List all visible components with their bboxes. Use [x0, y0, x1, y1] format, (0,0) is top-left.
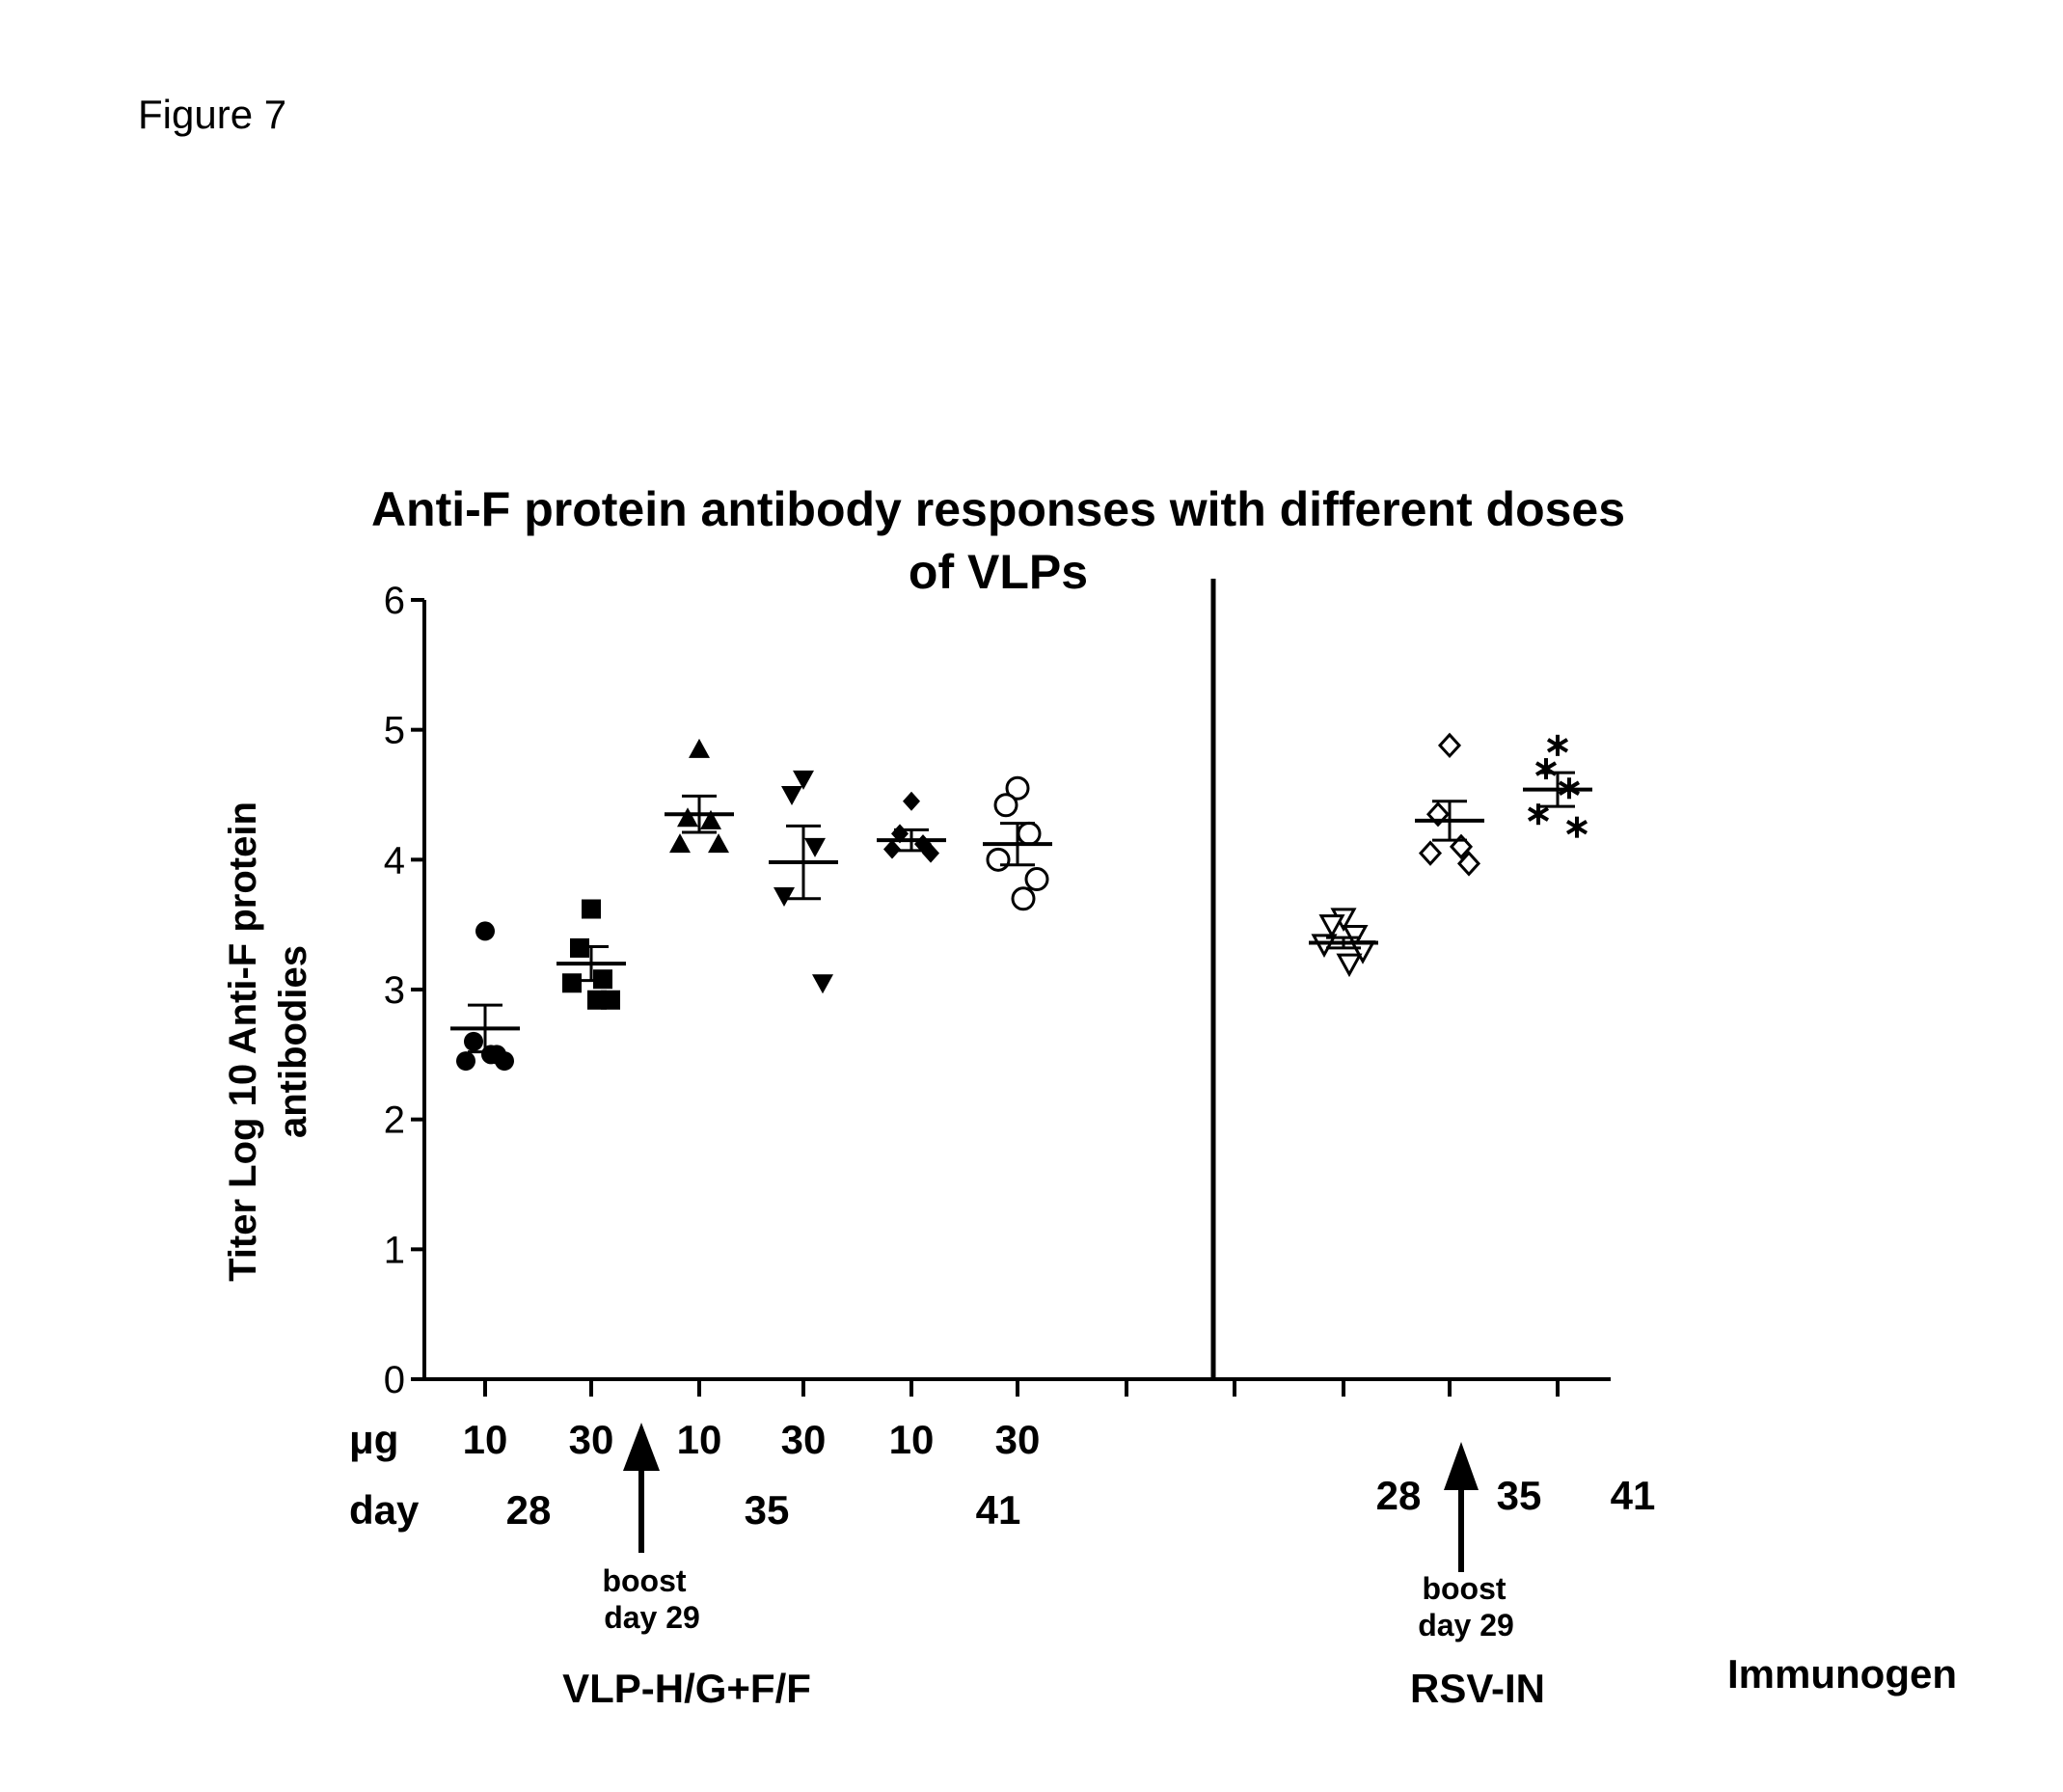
series-g0-s5 — [983, 777, 1052, 909]
series-g1-s0 — [1309, 910, 1378, 974]
series-g0-s4 — [877, 792, 946, 863]
y-tick-label-1: 1 — [384, 1229, 405, 1271]
point-g1-s0-5 — [1339, 955, 1360, 974]
y-axis-label: Titer Log 10 Anti-F protein antibodies — [222, 801, 314, 1282]
day-row-label: day — [349, 1487, 420, 1533]
point-g0-s3-3 — [774, 887, 795, 907]
point-g0-s3-2 — [804, 838, 826, 857]
vlp-day-label-2: 41 — [976, 1487, 1021, 1533]
boost-label-vlp-line-1: boost — [602, 1563, 686, 1598]
point-g1-s0-1 — [1321, 916, 1343, 936]
y-tick-label-3: 3 — [384, 969, 405, 1012]
x-axis-label: Immunogen — [1727, 1651, 1957, 1697]
point-g1-s2-0 — [1548, 735, 1567, 756]
dose-label-2: 10 — [677, 1417, 722, 1462]
point-g0-s5-4 — [1026, 869, 1047, 890]
point-g0-s0-3 — [456, 1051, 475, 1071]
y-ticks: 0 1 2 3 4 5 6 — [384, 580, 424, 1401]
boost-label-rsv-line-1: boost — [1422, 1571, 1506, 1606]
group-label-vlp: VLP-H/G+F/F — [562, 1666, 811, 1711]
rsv-day-label-1: 35 — [1497, 1473, 1542, 1518]
group-label-rsv: RSV-IN — [1410, 1666, 1545, 1711]
point-g1-s2-4 — [1567, 817, 1587, 838]
point-g0-s2-3 — [669, 833, 691, 853]
point-g1-s2-1 — [1536, 758, 1556, 779]
point-g0-s2-4 — [708, 833, 729, 853]
point-g0-s1-0 — [582, 900, 601, 919]
boost-arrow-rsv — [1444, 1442, 1479, 1572]
y-tick-label-0: 0 — [384, 1359, 405, 1401]
chart-title-line-1: Anti-F protein antibody responses with d… — [371, 482, 1625, 536]
series-g0-s0 — [450, 921, 520, 1071]
series-g0-s2 — [665, 739, 734, 853]
point-g0-s0-0 — [475, 921, 495, 940]
vlp-day-label-1: 35 — [745, 1487, 790, 1533]
point-g0-s2-0 — [689, 739, 710, 758]
point-g0-s2-1 — [677, 807, 698, 827]
dose-label-5: 30 — [995, 1417, 1041, 1462]
y-tick-label-2: 2 — [384, 1100, 405, 1142]
point-g0-s1-3 — [562, 973, 582, 992]
point-g0-s5-5 — [1013, 888, 1034, 910]
dose-label-4: 10 — [889, 1417, 935, 1462]
x-ticks — [485, 1379, 1558, 1397]
point-g0-s5-1 — [995, 795, 1017, 816]
y-axis-label-line-1: Titer Log 10 Anti-F protein — [222, 801, 264, 1282]
series-g1-s2 — [1523, 735, 1592, 838]
vlp-day-label-0: 28 — [506, 1487, 552, 1533]
series-g1-s1 — [1415, 735, 1484, 875]
boost-arrow-rsv-head — [1444, 1442, 1479, 1490]
boost-label-vlp-line-2: day 29 — [604, 1600, 700, 1635]
point-g0-s1-5 — [587, 991, 607, 1010]
point-g0-s5-2 — [1018, 823, 1040, 844]
y-tick-label-5: 5 — [384, 710, 405, 752]
point-g0-s4-0 — [903, 792, 920, 811]
rsv-day-label-2: 41 — [1611, 1473, 1656, 1518]
point-g1-s1-3 — [1421, 843, 1440, 864]
series-g0-s1 — [556, 900, 626, 1010]
point-g1-s1-0 — [1440, 735, 1459, 756]
y-tick-label-6: 6 — [384, 580, 405, 622]
dose-label-3: 30 — [781, 1417, 827, 1462]
dose-label-0: 10 — [463, 1417, 508, 1462]
point-g0-s3-4 — [812, 974, 833, 993]
figure-label: Figure 7 — [138, 92, 286, 137]
y-tick-label-4: 4 — [384, 839, 405, 882]
chart-title-line-2: of VLPs — [909, 545, 1088, 599]
data-marks — [450, 735, 1592, 1071]
dose-row-label: μg — [349, 1417, 398, 1462]
dose-label-1: 30 — [569, 1417, 614, 1462]
y-axis-label-line-2: antibodies — [272, 945, 314, 1138]
point-g0-s3-1 — [781, 786, 802, 805]
boost-arrow-vlp-head — [623, 1423, 660, 1471]
boost-label-rsv-line-2: day 29 — [1418, 1608, 1514, 1643]
point-g0-s0-1 — [464, 1032, 483, 1051]
series-g0-s3 — [769, 771, 838, 993]
boost-arrow-vlp — [623, 1423, 660, 1553]
point-g0-s5-3 — [988, 849, 1009, 870]
rsv-day-label-0: 28 — [1376, 1473, 1422, 1518]
